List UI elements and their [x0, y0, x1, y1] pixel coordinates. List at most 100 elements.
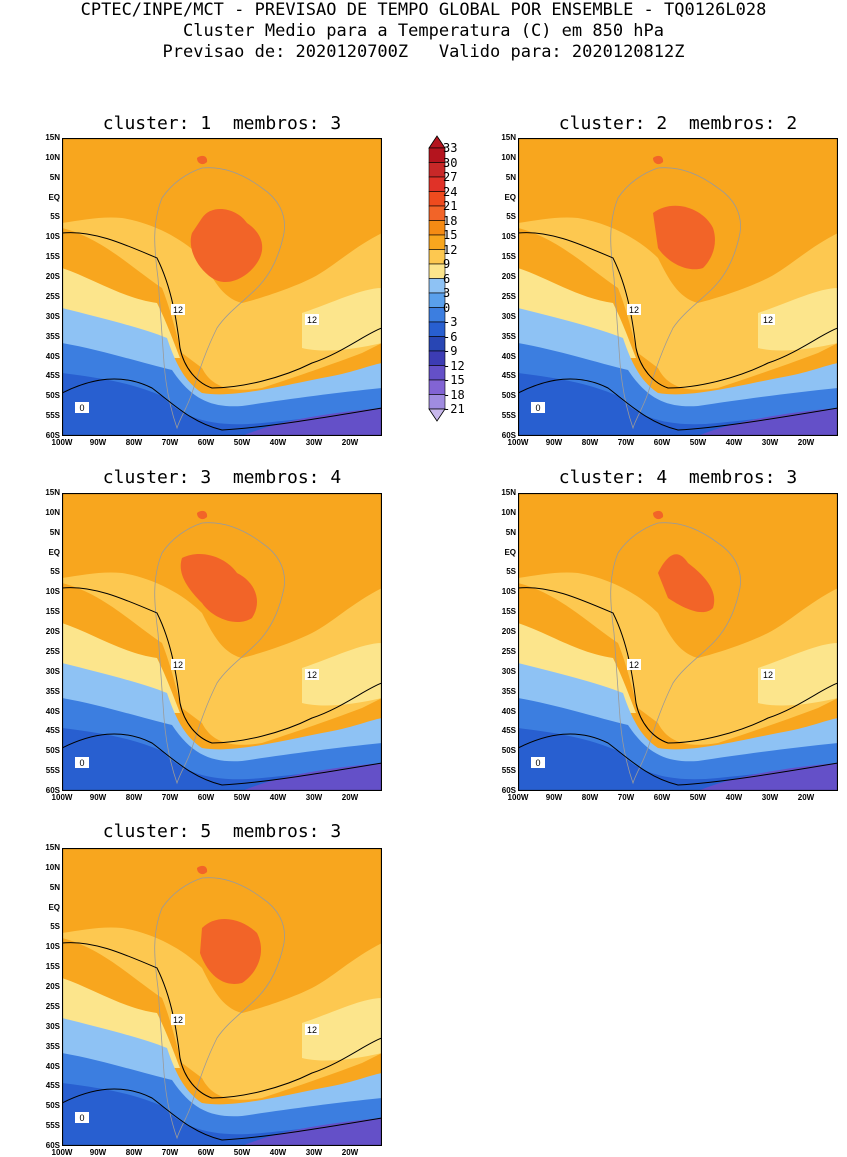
lat-label: 10N [45, 152, 60, 162]
panel-title: cluster: 3 membros: 4 [102, 467, 342, 488]
warm-tongue [200, 697, 233, 730]
lat-label: 25S [501, 291, 516, 301]
lat-label: 20S [45, 272, 60, 282]
contour-0 [62, 1088, 382, 1141]
lat-label: 5N [49, 527, 60, 537]
lat-label: EQ [48, 192, 60, 202]
contour-12 [62, 942, 382, 1099]
coastline [610, 522, 741, 785]
lon-label: 50W [689, 438, 707, 447]
lat-label: 25S [45, 291, 60, 301]
lon-label: 60W [197, 1148, 215, 1157]
lat-label: 10N [45, 507, 60, 517]
contour-label-12-bg [627, 304, 641, 315]
lon-label: 80W [125, 1148, 143, 1157]
lon-label: 60W [653, 438, 671, 447]
lat-label: 10S [45, 587, 60, 597]
band-polar [242, 408, 382, 436]
lon-label: 100W [51, 793, 73, 802]
band-9-12-east [302, 998, 382, 1061]
lat-label: EQ [504, 192, 516, 202]
lon-label: 40W [269, 438, 287, 447]
lat-label: 45S [501, 371, 516, 381]
lon-label: 40W [269, 1148, 287, 1157]
lon-label: 30W [761, 793, 779, 802]
lon-label: 30W [761, 438, 779, 447]
colorbar-label: -18 [443, 387, 465, 402]
lon-label: 60W [197, 793, 215, 802]
contour-0 [518, 733, 838, 786]
contour-label-12-bg [171, 304, 185, 315]
lat-label: 30S [501, 311, 516, 321]
lon-label: 20W [797, 793, 815, 802]
lat-label: 15N [45, 133, 60, 142]
lon-label: 30W [305, 793, 323, 802]
colorbar-label: -3 [443, 315, 458, 329]
band-polar [698, 408, 838, 436]
contour-label-12b: 12 [307, 670, 317, 680]
lon-label: 70W [161, 438, 179, 447]
contour-label-12: 12 [629, 660, 639, 670]
lat-label: 5S [506, 212, 516, 222]
lat-label: 25S [45, 646, 60, 656]
map-frame [518, 138, 838, 436]
lat-label: 40S [501, 351, 516, 361]
lat-label: 45S [45, 726, 60, 736]
lat-label: 15S [501, 252, 516, 262]
lat-label: 45S [501, 726, 516, 736]
lat-label: 55S [45, 411, 60, 421]
lon-label: 70W [161, 1148, 179, 1157]
lon-label: 70W [617, 793, 635, 802]
contour-label-0-bg [531, 402, 545, 413]
lat-label: 10N [501, 507, 516, 517]
lat-label: 5N [49, 882, 60, 892]
lon-label: 20W [797, 438, 815, 447]
contour-label-12b-bg [761, 669, 775, 680]
warm-tongue [200, 342, 233, 375]
colorbar-label: -6 [443, 329, 458, 344]
lat-label: 5N [505, 172, 516, 182]
map-frame [62, 493, 382, 791]
contour-12 [62, 232, 382, 389]
lat-label: 45S [45, 1081, 60, 1091]
contour-label-12b-bg [305, 314, 319, 325]
lat-label: 45S [45, 371, 60, 381]
lon-label: 20W [341, 438, 359, 447]
contour-label-0-bg [531, 757, 545, 768]
warm-core [190, 208, 263, 283]
band-9-12-east [302, 643, 382, 706]
warm-core [658, 554, 715, 613]
lat-label: 55S [45, 1121, 60, 1131]
contour-label-12-bg [171, 659, 185, 670]
coastline [154, 167, 285, 430]
lat-label: 15S [45, 962, 60, 972]
colorbar-label: 9 [443, 257, 451, 271]
warm-tongue [656, 697, 689, 730]
lat-label: 60S [45, 786, 60, 795]
colorbar-bottom-arrow [428, 408, 446, 422]
lon-label: 70W [617, 438, 635, 447]
lon-label: 90W [89, 438, 107, 447]
lat-label: 35S [501, 331, 516, 341]
lat-label: EQ [504, 547, 516, 557]
lat-label: 50S [45, 391, 60, 401]
lon-label: 80W [581, 793, 599, 802]
lat-label: 15S [45, 607, 60, 617]
lat-label: 15N [45, 488, 60, 497]
band-polar [242, 1118, 382, 1146]
lat-label: 10S [45, 232, 60, 242]
lat-label: 20S [501, 627, 516, 637]
lon-label: 50W [233, 1148, 251, 1157]
contour-0 [62, 378, 382, 431]
map-frame [518, 493, 838, 791]
lat-label: 10S [45, 942, 60, 952]
warm-core [653, 205, 715, 270]
lon-label: 90W [89, 1148, 107, 1157]
lon-label: 40W [725, 793, 743, 802]
contour-label-12: 12 [173, 660, 183, 670]
lat-label: 40S [45, 351, 60, 361]
lon-label: 80W [581, 438, 599, 447]
colorbar-label: 3 [443, 286, 451, 300]
contour-label-0-bg [75, 402, 89, 413]
lon-label: 40W [269, 793, 287, 802]
